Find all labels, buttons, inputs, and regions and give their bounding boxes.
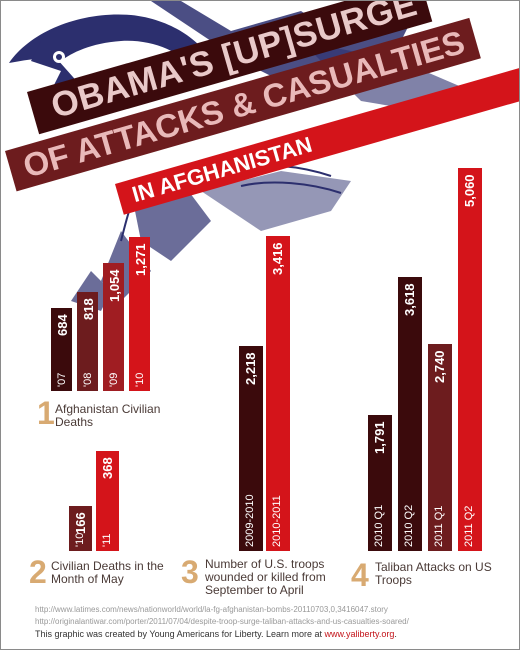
chart-2-number: 2 bbox=[29, 554, 47, 590]
bar-value-label-2-2: 368 bbox=[100, 456, 115, 479]
bar-category-label-1-3: '09 bbox=[108, 372, 120, 387]
bar-value-label-1-3: 1,054 bbox=[107, 269, 122, 302]
bar-category-label-2-2: '11 bbox=[101, 533, 113, 547]
credit-line: This graphic was created by Young Americ… bbox=[35, 628, 409, 640]
bar-3-1 bbox=[239, 346, 263, 551]
bar-category-label-4-2: 2010 Q2 bbox=[403, 504, 415, 547]
bar-value-label-4-1: 1,791 bbox=[372, 421, 387, 455]
bar-category-label-4-4: 2011 Q2 bbox=[463, 505, 475, 547]
bar-4-4 bbox=[458, 167, 482, 551]
bar-value-label-4-3: 2,740 bbox=[432, 350, 447, 383]
bar-value-label-4-2: 3,618 bbox=[402, 283, 417, 317]
chart-1-number: 1 bbox=[37, 395, 55, 431]
bar-2-1 bbox=[69, 505, 92, 551]
website-link[interactable]: www.yaliberty.org bbox=[324, 629, 395, 639]
chart-3-title: Number of U.S. troops wounded or killed … bbox=[205, 557, 326, 597]
source-link-2[interactable]: http://originalantiwar.com/porter/2011/0… bbox=[35, 617, 409, 626]
bar-value-label-4-4: 5,060 bbox=[462, 174, 477, 207]
bar-category-label-1-2: '08 bbox=[82, 372, 94, 387]
chart-4-title: Taliban Attacks on US Troops bbox=[375, 560, 492, 587]
bar-1-4 bbox=[129, 236, 150, 391]
bar-1-3 bbox=[103, 262, 124, 391]
bar-4-3 bbox=[428, 343, 452, 551]
bar-1-1 bbox=[51, 307, 72, 391]
bar-4-1 bbox=[368, 415, 392, 551]
source-link-1[interactable]: http://www.latimes.com/news/nationworld/… bbox=[35, 605, 388, 614]
bar-value-label-3-2: 3,416 bbox=[270, 242, 285, 275]
bar-value-label-1-4: 1,271 bbox=[133, 243, 148, 276]
bar-category-label-3-2: 2010-2011 bbox=[271, 495, 283, 547]
bar-category-label-1-1: '07 bbox=[56, 372, 68, 387]
bar-category-label-3-1: 2009-2010 bbox=[244, 494, 256, 547]
bar-value-label-3-1: 2,218 bbox=[243, 352, 258, 386]
bar-2-2 bbox=[96, 450, 119, 551]
bar-category-label-4-1: 2010 Q1 bbox=[373, 504, 385, 547]
chart-4-number: 4 bbox=[351, 557, 369, 593]
bar-category-label-4-3: 2011 Q1 bbox=[433, 505, 445, 547]
credit-end: . bbox=[394, 629, 397, 639]
bar-1-2 bbox=[77, 291, 98, 391]
bar-value-label-2-1: 166 bbox=[73, 511, 88, 534]
bar-category-label-1-4: '10 bbox=[134, 372, 146, 387]
bar-3-2 bbox=[266, 235, 290, 551]
chart-2-title: Civilian Deaths in the Month of May bbox=[51, 559, 164, 586]
bar-value-label-1-2: 818 bbox=[81, 297, 96, 320]
chart-3-number: 3 bbox=[181, 554, 199, 590]
bar-4-2 bbox=[398, 277, 422, 551]
footer: http://www.latimes.com/news/nationworld/… bbox=[35, 604, 409, 640]
bar-category-label-2-1: '10 bbox=[74, 532, 86, 547]
credit-text: This graphic was created by Young Americ… bbox=[35, 629, 325, 639]
chart-1-title: Afghanistan Civilian Deaths bbox=[55, 402, 161, 429]
bar-value-label-1-1: 684 bbox=[55, 314, 70, 336]
